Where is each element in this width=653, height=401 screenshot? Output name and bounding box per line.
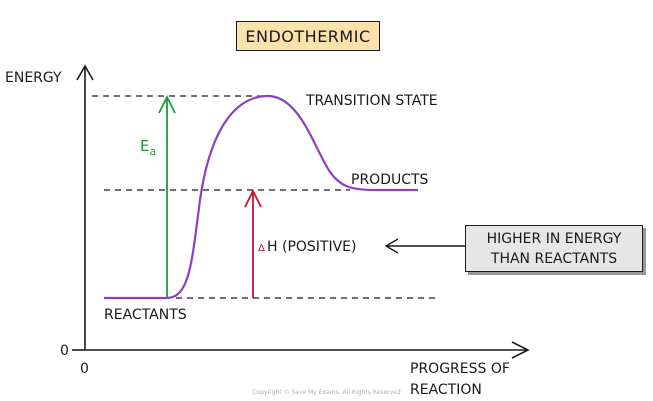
callout-line-2: THAN REACTANTS [490, 251, 618, 267]
copyright-notice: Copyright © Save My Exams. All Rights Re… [252, 389, 401, 396]
energy-levels [92, 95, 440, 299]
diagram-title: ENDOTHERMIC [245, 26, 371, 46]
transition-state-label: TRANSITION STATE [305, 93, 438, 109]
activation-energy-arrow [158, 94, 176, 298]
activation-energy-label: Ea [140, 137, 156, 158]
enthalpy-change-arrow [244, 188, 262, 298]
x-axis-label-line1: PROGRESS OF [410, 361, 510, 377]
enthalpy-delta-symbol: Δ [258, 243, 265, 254]
x-axis-label-line2: REACTION [410, 382, 482, 398]
products-label: PRODUCTS [351, 172, 429, 188]
callout-line-1: HIGHER IN ENERGY [486, 231, 622, 247]
callout-pointer [384, 238, 471, 254]
enthalpy-change-label: H (POSITIVE) [267, 239, 356, 255]
activation-energy-sub: a [149, 145, 156, 158]
reactants-label: REACTANTS [104, 307, 187, 323]
y-axis-label: ENERGY [5, 70, 62, 86]
origin-y-label: 0 [60, 343, 69, 359]
callout-box: HIGHER IN ENERGY THAN REACTANTS [465, 225, 643, 272]
y-axis-arrowhead [76, 64, 94, 81]
origin-x-label: 0 [80, 361, 89, 377]
reaction-curve [104, 94, 418, 300]
x-axis-arrowhead [511, 341, 530, 359]
axes [72, 64, 530, 359]
title-box: ENDOTHERMIC [236, 21, 380, 51]
activation-energy-main: E [140, 137, 149, 155]
